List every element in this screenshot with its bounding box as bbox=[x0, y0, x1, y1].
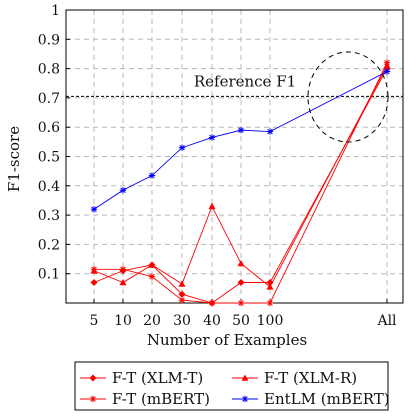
y-tick-label: 0.3 bbox=[38, 208, 60, 224]
highlight-circle bbox=[307, 51, 389, 143]
reference-label: Reference F1 bbox=[194, 72, 296, 90]
y-tick-label: 0.7 bbox=[38, 91, 60, 107]
data-point bbox=[178, 144, 186, 151]
data-point bbox=[90, 206, 98, 213]
data-point bbox=[178, 290, 186, 298]
y-tick-label: 0.5 bbox=[38, 150, 60, 166]
data-point bbox=[237, 126, 245, 134]
data-point bbox=[119, 278, 127, 286]
series-line bbox=[93, 65, 388, 288]
y-tick-label: 0.2 bbox=[38, 237, 60, 253]
data-point bbox=[266, 128, 274, 135]
data-point bbox=[266, 299, 274, 307]
data-point bbox=[89, 374, 97, 382]
y-tick-label: 0.8 bbox=[38, 62, 60, 78]
y-axis-title: F1-score bbox=[5, 126, 23, 192]
legend-box bbox=[74, 361, 389, 411]
legend-label: F-T (mBERT) bbox=[112, 390, 210, 408]
x-tick-label: 50 bbox=[232, 313, 250, 329]
x-tick-label: 10 bbox=[114, 313, 132, 329]
data-point bbox=[208, 202, 216, 210]
data-point bbox=[178, 296, 186, 304]
y-tick-label: 0.6 bbox=[38, 120, 60, 136]
data-point bbox=[178, 280, 186, 287]
legend-item: F-T (XLM-T) bbox=[80, 369, 203, 387]
data-point bbox=[237, 259, 245, 267]
x-tick-label: 40 bbox=[203, 313, 221, 329]
data-point bbox=[90, 278, 98, 286]
series-3 bbox=[90, 68, 391, 213]
data-point bbox=[208, 134, 216, 141]
legend-label: EntLM (mBERT) bbox=[264, 390, 390, 408]
y-tick-label: 0.9 bbox=[38, 32, 60, 48]
data-point bbox=[241, 374, 249, 381]
x-tick-label: 30 bbox=[173, 313, 191, 329]
legend-item: F-T (XLM-R) bbox=[232, 369, 357, 387]
data-point bbox=[383, 68, 391, 75]
x-tick-label: All bbox=[376, 313, 397, 329]
x-tick-label: 5 bbox=[90, 313, 99, 329]
data-point bbox=[383, 59, 391, 66]
data-point bbox=[241, 395, 249, 403]
y-tick-label: 0.4 bbox=[38, 179, 60, 195]
x-tick-label: 100 bbox=[257, 313, 284, 329]
axes bbox=[65, 9, 404, 304]
data-point bbox=[148, 172, 156, 179]
series-line bbox=[94, 62, 388, 304]
data-point bbox=[237, 299, 245, 307]
series-2 bbox=[90, 59, 391, 307]
data-point bbox=[89, 395, 97, 403]
x-axis-title: Number of Examples bbox=[147, 331, 307, 349]
grid-lines bbox=[66, 10, 403, 303]
data-point bbox=[208, 299, 216, 307]
y-tick-label: 0.1 bbox=[38, 267, 60, 283]
legend-label: F-T (XLM-T) bbox=[112, 369, 203, 387]
legend-label: F-T (XLM-R) bbox=[264, 369, 357, 387]
data-point bbox=[148, 261, 156, 268]
data-point bbox=[119, 186, 127, 194]
series-line bbox=[93, 71, 388, 210]
reference-layer: Reference F1 bbox=[66, 72, 403, 97]
y-tick-label: 1 bbox=[51, 3, 60, 19]
data-point bbox=[148, 273, 156, 280]
series-layer bbox=[90, 59, 391, 307]
legend-item: EntLM (mBERT) bbox=[232, 390, 390, 408]
legend-item: F-T (mBERT) bbox=[80, 390, 210, 408]
data-point bbox=[237, 278, 245, 286]
data-point bbox=[119, 266, 127, 273]
x-tick-label: 20 bbox=[143, 313, 161, 329]
plot-frame bbox=[65, 9, 404, 304]
legend: F-T (XLM-T) F-T (XLM-R) F-T (mBERT) EntLM (… bbox=[74, 361, 390, 411]
tick-labels: 0.1 0.2 0.3 0.4 0.5 0.6 0.7 0.8 0.9 1 5 10 20 30 40 50 1… bbox=[38, 3, 397, 329]
data-point bbox=[266, 283, 274, 290]
data-point bbox=[90, 266, 98, 273]
